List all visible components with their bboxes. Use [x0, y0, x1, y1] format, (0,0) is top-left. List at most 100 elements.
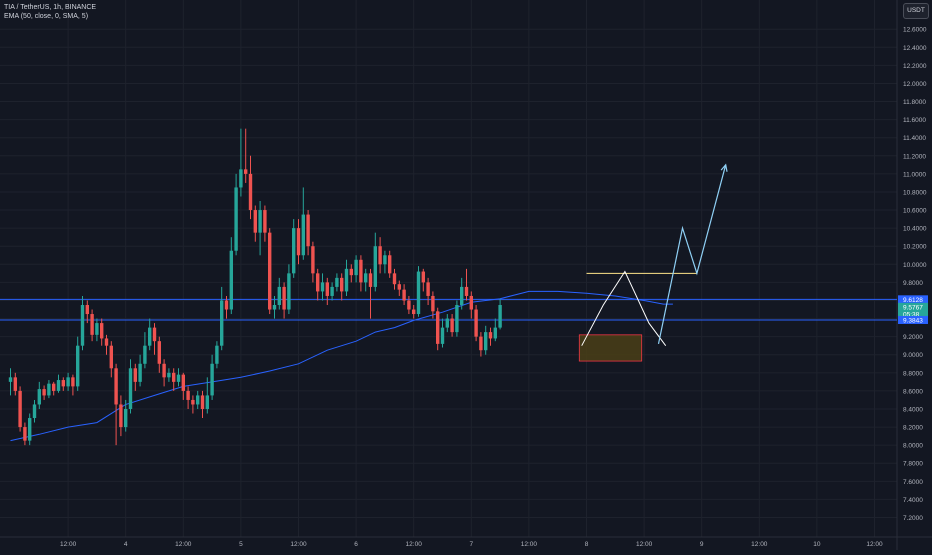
candle — [18, 386, 22, 432]
candle — [124, 399, 128, 432]
time-tick-label: 12:00 — [406, 541, 423, 548]
candle — [460, 277, 464, 310]
candle-body — [364, 273, 368, 283]
candle-body — [292, 228, 296, 274]
price-tick-label: 11.2000 — [903, 153, 926, 160]
candle — [301, 187, 305, 260]
candle-body — [85, 304, 89, 315]
candle-body — [56, 380, 61, 391]
candle — [440, 318, 445, 348]
candle-body — [344, 268, 349, 292]
time-tick-label: 12:00 — [60, 541, 77, 548]
candle-body — [272, 304, 277, 310]
candle-body — [325, 282, 329, 296]
candle — [157, 336, 161, 373]
candle — [104, 334, 109, 355]
candle-body — [157, 341, 161, 364]
candle-body — [71, 377, 75, 387]
candle-body — [13, 377, 17, 391]
candle-body — [52, 383, 56, 391]
candle — [450, 314, 454, 337]
symbol-title[interactable]: TIA / TetherUS, 1h, BINANCE — [4, 4, 97, 11]
candle-body — [119, 404, 123, 428]
time-tick-label: 12:00 — [175, 541, 192, 548]
candle-body — [138, 363, 142, 382]
price-tick-label: 11.4000 — [903, 135, 926, 142]
candle — [464, 268, 469, 301]
candle-body — [464, 286, 469, 296]
candle-body — [359, 259, 363, 283]
candle — [167, 368, 171, 382]
candle — [234, 173, 238, 256]
time-tick-label: 10 — [813, 541, 821, 548]
candle-body — [220, 300, 224, 346]
candle — [388, 250, 392, 278]
candle — [421, 268, 425, 292]
price-tick-label: 9.8000 — [903, 280, 923, 287]
time-tick-label: 4 — [124, 541, 128, 548]
indicator-legend[interactable]: EMA (50, close, 0, SMA, 5) — [4, 13, 89, 20]
price-label-text: 9.6128 — [903, 297, 923, 304]
candle — [412, 304, 416, 319]
price-label-text: 9.3843 — [903, 317, 923, 324]
candle-body — [440, 327, 445, 344]
chart-header: TIA / TetherUS, 1h, BINANCE EMA (50, clo… — [4, 3, 96, 21]
candle-body — [47, 383, 51, 396]
candle-body — [42, 389, 46, 396]
candle-body — [28, 418, 32, 441]
candle-body — [493, 327, 497, 339]
price-tick-label: 8.6000 — [903, 388, 923, 395]
candle — [85, 300, 89, 324]
candle-body — [306, 214, 310, 247]
price-tick-label: 10.6000 — [903, 208, 927, 215]
time-tick-label: 6 — [354, 541, 358, 548]
time-tick-label: 5 — [239, 541, 243, 548]
price-tick-label: 8.2000 — [903, 425, 923, 432]
candle-body — [152, 327, 157, 342]
candle — [143, 332, 147, 369]
candle-body — [104, 338, 109, 346]
price-tick-label: 9.2000 — [903, 334, 923, 341]
candle — [335, 273, 339, 292]
candle — [42, 385, 46, 400]
candle-body — [200, 395, 205, 409]
candle-body — [18, 390, 22, 428]
candle-body — [340, 277, 344, 292]
candle-body — [368, 273, 373, 287]
candle — [383, 250, 387, 274]
demand-zone-layer — [578, 334, 643, 362]
candle — [455, 300, 459, 337]
candle-body — [301, 214, 305, 256]
candle — [138, 354, 142, 387]
price-tick-label: 11.0000 — [903, 171, 926, 178]
candle — [133, 363, 137, 391]
candle — [479, 332, 483, 357]
time-tick-label: 9 — [700, 541, 704, 548]
candle — [263, 205, 267, 242]
candle-body — [114, 368, 118, 405]
candle-body — [215, 345, 219, 364]
candle — [268, 228, 272, 315]
price-tick-label: 12.4000 — [903, 45, 927, 52]
candle — [71, 374, 75, 396]
price-label: 05:38 — [898, 309, 928, 318]
candle — [200, 390, 205, 419]
candle-body — [316, 273, 320, 292]
candle-body — [253, 210, 257, 233]
currency-button[interactable]: USDT — [903, 3, 929, 19]
candle — [296, 219, 301, 265]
candle — [416, 266, 421, 317]
candle-body — [210, 363, 214, 396]
candle — [95, 318, 99, 342]
candle-body — [402, 289, 406, 301]
candle-body — [498, 304, 502, 328]
candle-body — [80, 304, 85, 346]
candle-body — [450, 318, 454, 333]
candle — [253, 205, 257, 242]
candle-body — [488, 332, 493, 339]
candle — [32, 399, 37, 423]
candle-body — [311, 246, 315, 274]
candle — [248, 155, 253, 220]
price-label-bg — [898, 315, 928, 324]
